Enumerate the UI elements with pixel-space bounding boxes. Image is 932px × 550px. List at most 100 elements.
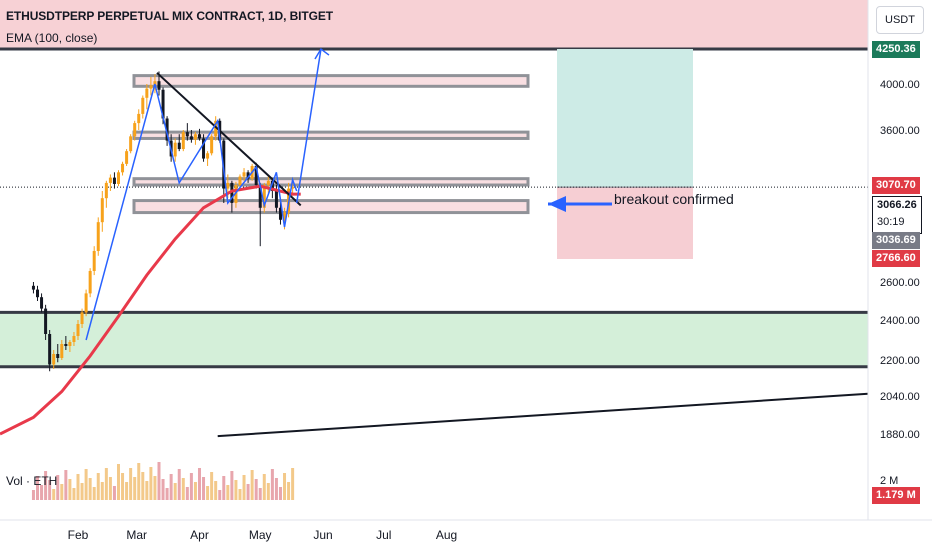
volume-bar: [242, 475, 246, 500]
candle-layer: [31, 71, 295, 372]
volume-bar: [283, 473, 287, 500]
volume-bar: [181, 478, 185, 500]
volume-bar: [133, 477, 137, 500]
ema-layer: [0, 184, 301, 436]
volume-bar: [60, 484, 64, 500]
candle-body: [278, 207, 282, 220]
candle-body: [92, 250, 96, 271]
candle-body: [177, 142, 181, 150]
candle-body: [153, 81, 157, 86]
price-tick: 3600.00: [880, 125, 920, 137]
volume-bar: [210, 472, 214, 500]
ema-100-line: [0, 184, 301, 436]
candle-body: [125, 151, 129, 164]
symbol-title[interactable]: ETHUSDTPERP PERPETUAL MIX CONTRACT, 1D, …: [6, 9, 333, 23]
volume-bar: [197, 468, 201, 500]
volume-bar: [141, 472, 145, 500]
support-box: [132, 199, 530, 215]
candle-body: [80, 312, 84, 324]
candle-body: [226, 182, 230, 189]
volume-bar: [177, 469, 181, 500]
volume-bar: [206, 486, 210, 500]
position-profit-box: [557, 49, 693, 188]
volume-bar: [246, 484, 250, 500]
candle-body: [258, 185, 262, 208]
volume-bar: [44, 471, 48, 500]
candle-body: [262, 185, 266, 208]
volume-legend[interactable]: Vol · ETH: [6, 474, 58, 488]
indicator-legend[interactable]: EMA (100, close): [6, 31, 98, 45]
volume-bar: [68, 479, 72, 500]
candle-body: [291, 187, 295, 189]
time-tick: Jul: [376, 528, 391, 542]
volume-bar: [145, 481, 149, 500]
price-tick: 2600.00: [880, 277, 920, 289]
volume-bar: [157, 462, 161, 500]
candle-body: [36, 289, 40, 298]
volume-bar: [161, 479, 165, 500]
volume-bar: [202, 477, 206, 500]
volume-bar: [116, 464, 120, 500]
volume-layer: [31, 462, 295, 500]
currency-button[interactable]: USDT: [876, 6, 924, 34]
price-tick: 1880.00: [880, 429, 920, 441]
volume-bar: [137, 463, 141, 500]
volume-bar: [48, 480, 52, 500]
candle-body: [31, 285, 35, 290]
candle-body: [266, 180, 270, 186]
volume-bar: [153, 476, 157, 500]
candle-body: [137, 113, 141, 124]
candle-body: [141, 97, 145, 114]
volume-bar: [149, 467, 153, 500]
projection-arrowhead: [314, 47, 330, 60]
candle-body: [116, 172, 120, 184]
candle-body: [254, 165, 258, 186]
candle-body: [121, 163, 125, 173]
volume-bar: [80, 483, 84, 500]
last-price-tag: 3066.26 30:19: [872, 196, 922, 234]
volume-bar: [274, 478, 278, 500]
candle-body: [173, 142, 177, 157]
resistance-box-1: [132, 74, 530, 88]
time-tick: Apr: [190, 528, 209, 542]
volume-bar: [108, 477, 112, 500]
candle-body: [48, 334, 52, 365]
volume-bar: [173, 483, 177, 500]
time-axis: Feb Mar Apr May Jun Jul Aug: [0, 519, 932, 542]
volume-bar: [222, 476, 226, 500]
volume-bar: [129, 468, 133, 500]
candle-body: [129, 136, 133, 152]
volume-bar: [169, 474, 173, 500]
candle-body: [108, 177, 112, 183]
price-tick: 4000.00: [880, 79, 920, 91]
volume-bar: [185, 487, 189, 500]
volume-bar: [72, 488, 76, 500]
volume-bar: [96, 473, 100, 500]
support-trendline: [217, 392, 869, 438]
volume-bar: [193, 482, 197, 500]
volume-bar: [230, 471, 234, 500]
candle-body: [206, 153, 210, 159]
candle-body: [112, 177, 116, 184]
breakout-annotation: breakout confirmed: [614, 191, 734, 207]
stop-price-tag: 2766.60: [872, 250, 920, 267]
candle-body: [193, 134, 197, 140]
volume-bar: [40, 485, 44, 500]
candle-body: [214, 120, 218, 137]
price-tick: 2040.00: [880, 391, 920, 403]
volume-bar: [238, 489, 242, 500]
candle-body: [133, 123, 137, 137]
breakout-arrow-head: [548, 196, 566, 212]
candle-body: [56, 354, 60, 358]
descending-trendline: [156, 72, 302, 207]
candle-body: [104, 182, 108, 199]
volume-bar: [104, 468, 108, 500]
candle-body: [72, 336, 76, 342]
volume-bar: [36, 476, 40, 500]
resistance-box-3: [132, 177, 530, 187]
time-tick: Mar: [126, 528, 147, 542]
candle-body: [234, 185, 238, 203]
volume-bar: [76, 474, 80, 500]
candle-body: [68, 342, 72, 346]
